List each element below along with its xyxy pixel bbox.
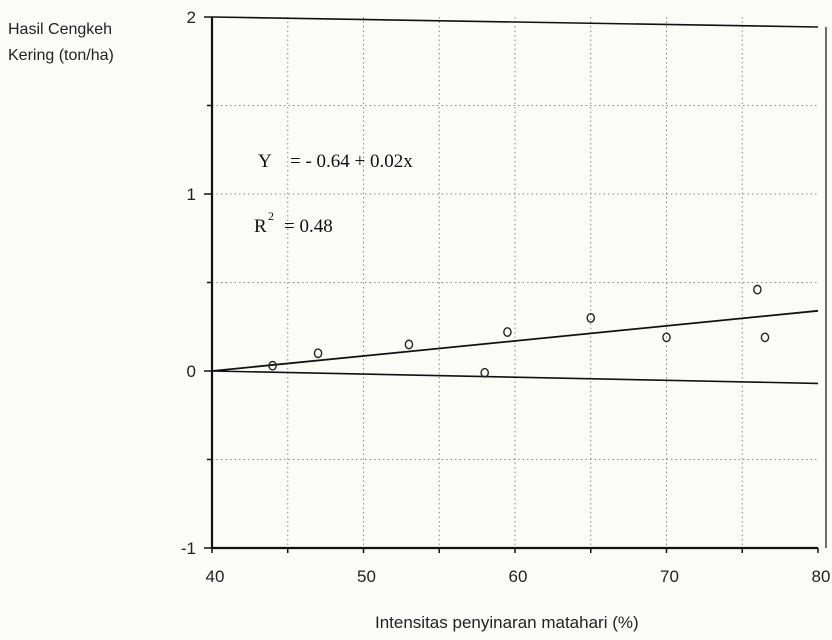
axes: 2 1 0 -1 40 50 60 70 80 (181, 8, 831, 586)
data-point (586, 312, 596, 323)
data-point (313, 348, 323, 359)
y-tick-label: -1 (181, 539, 196, 558)
data-point (503, 327, 512, 337)
equation-text: = - 0.64 + 0.02x (290, 151, 413, 172)
zero-line (211, 370, 819, 385)
x-axis-label: Intensitas penyinaran matahari (%) (375, 613, 639, 632)
grid-layer (212, 17, 818, 548)
x-tick-label: 80 (812, 567, 831, 586)
x-tick-label: 70 (660, 567, 679, 586)
x-tick-label: 60 (509, 567, 528, 586)
r2-label: R (254, 216, 267, 237)
data-point (760, 332, 770, 343)
y-tick-label: 2 (187, 8, 196, 27)
x-tick-label: 50 (357, 567, 376, 586)
top-frame-line (211, 16, 819, 28)
lines-layer (211, 309, 819, 385)
data-point (662, 332, 671, 343)
y-tick-label: 1 (187, 185, 196, 204)
r2-superscript: 2 (268, 209, 274, 223)
regression-line (211, 309, 819, 372)
data-points (268, 284, 770, 378)
data-point (404, 339, 414, 350)
r2-value: = 0.48 (284, 216, 333, 237)
data-point (268, 360, 277, 371)
y-axis-label-line-1: Hasil Cengkeh (8, 21, 112, 38)
x-tick-label: 40 (206, 567, 225, 586)
equation-y: Y (258, 151, 272, 172)
data-point (480, 367, 490, 378)
y-axis-label-line-2: Kering (ton/ha) (8, 47, 114, 64)
data-point (753, 284, 762, 295)
y-tick-label: 0 (187, 362, 196, 381)
